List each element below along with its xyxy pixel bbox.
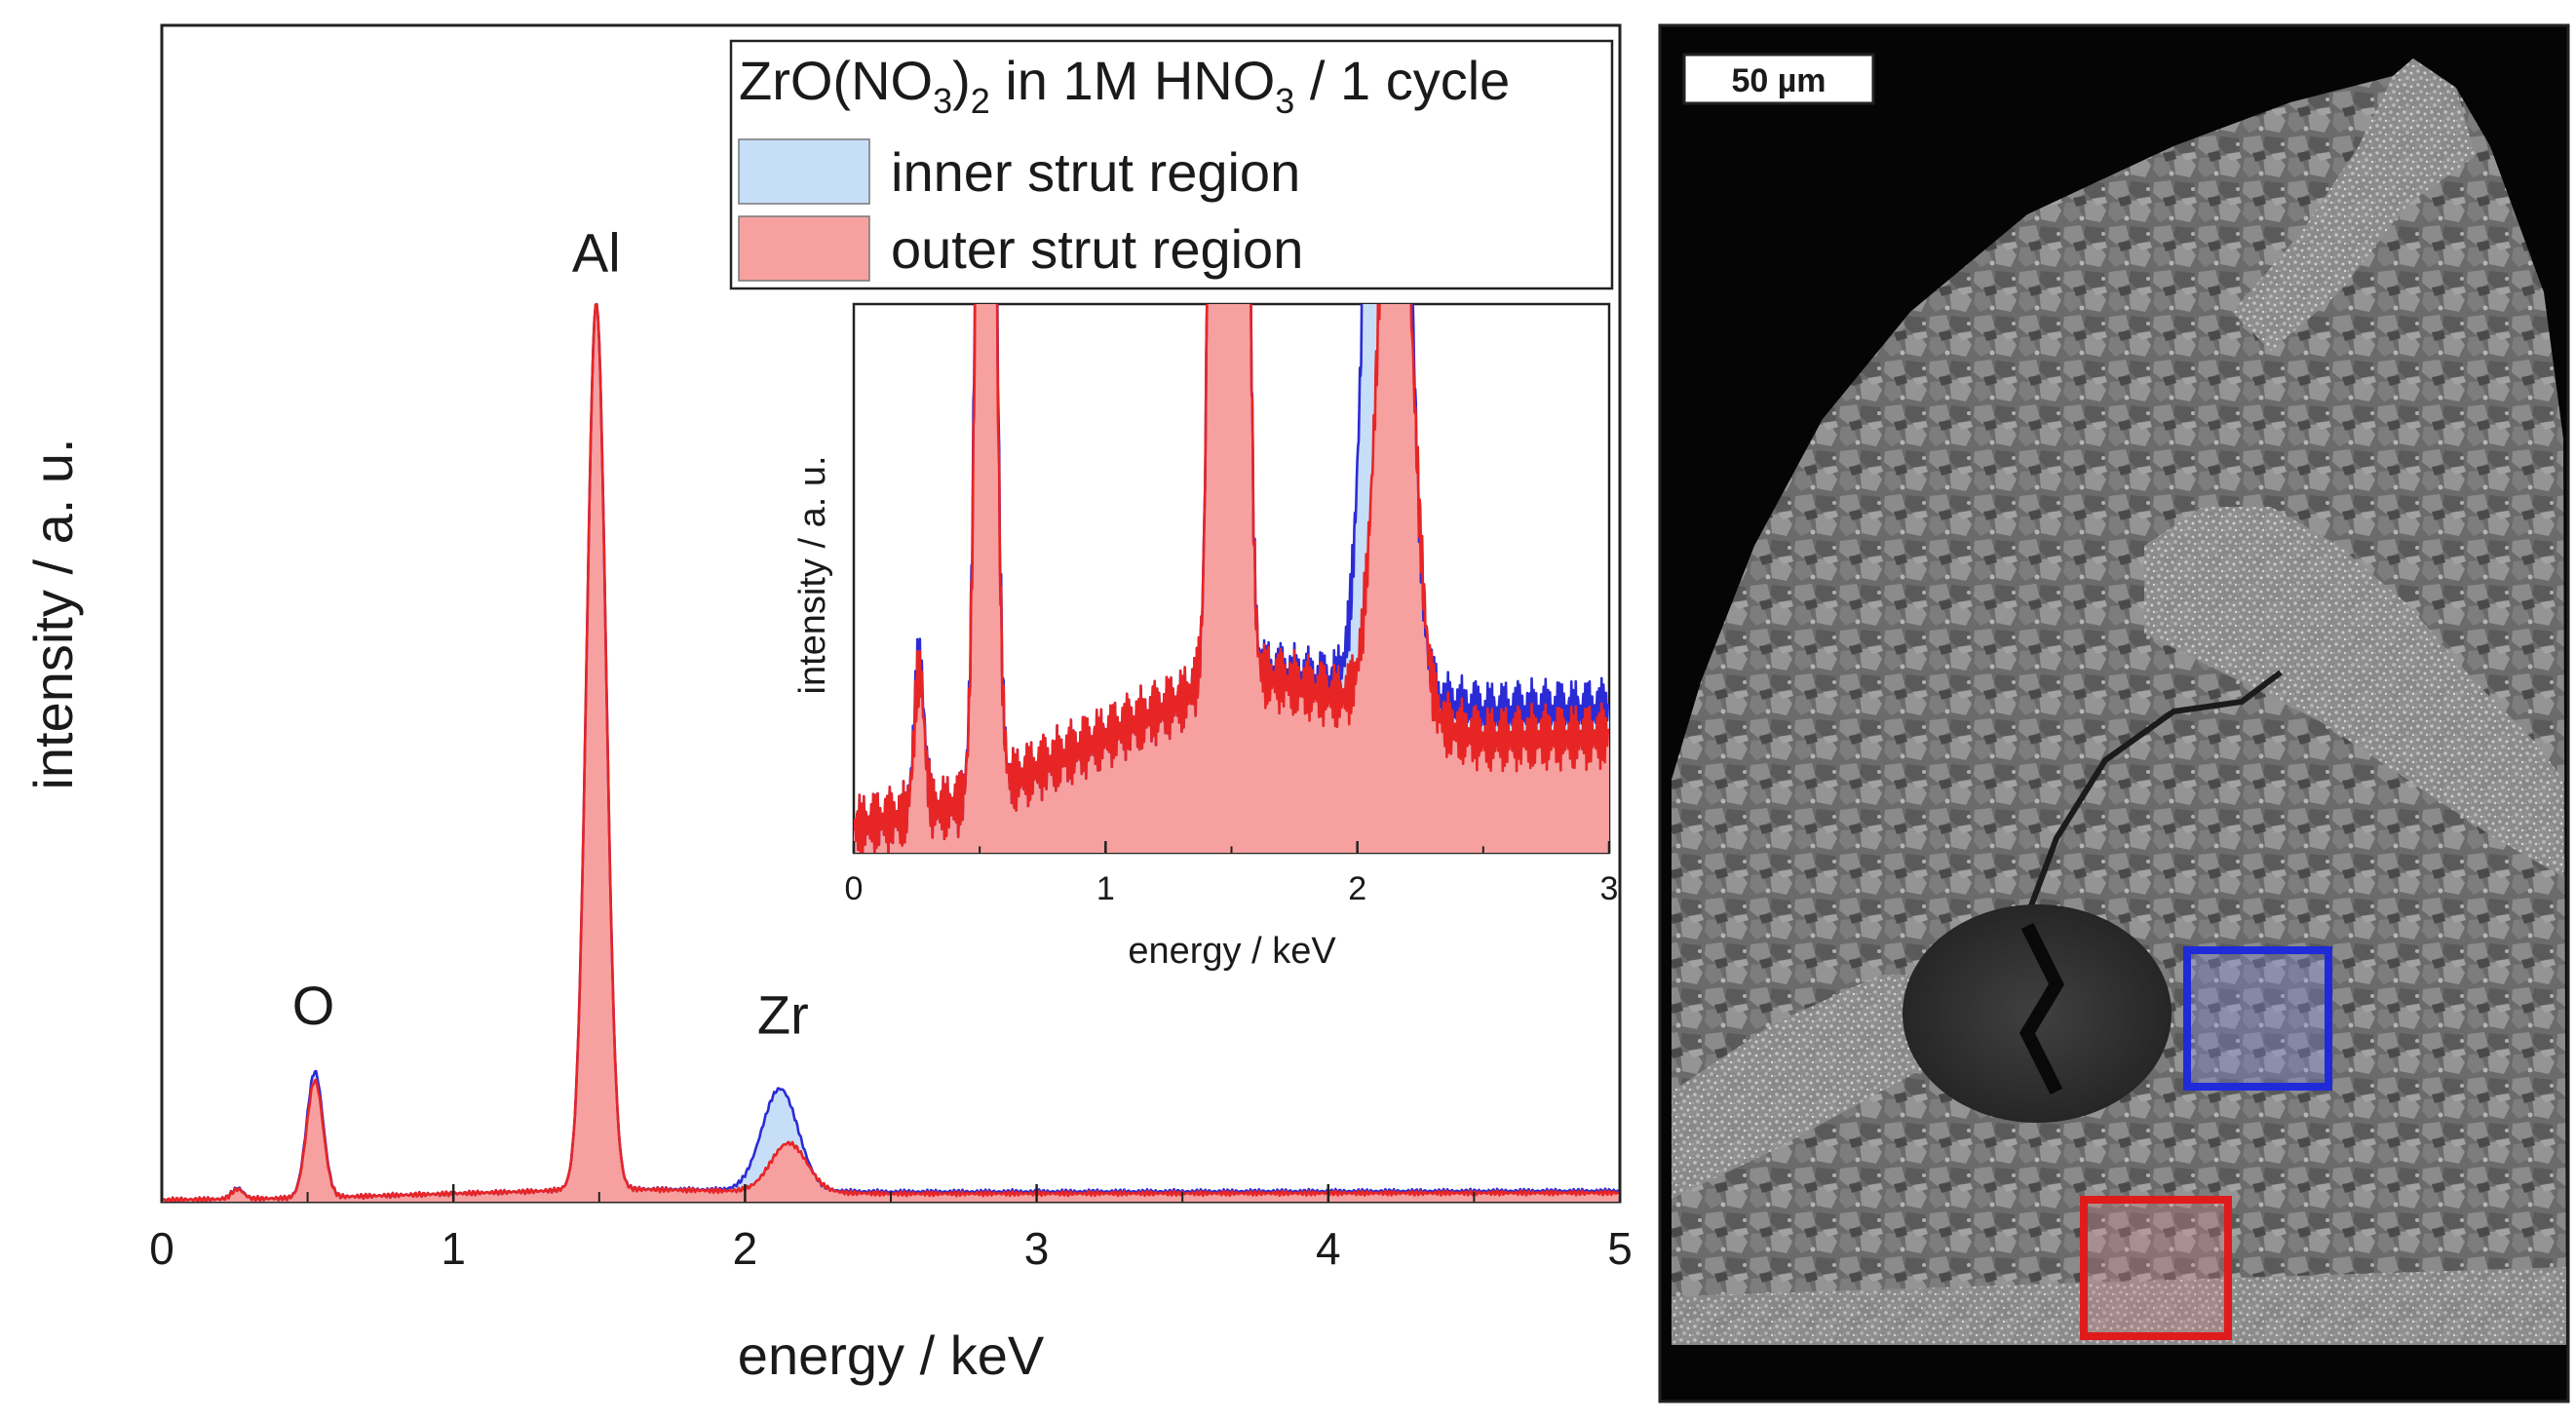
inset-x-tick-label: 1 bbox=[1096, 870, 1115, 907]
legend-title-part-1: ZrO(NO bbox=[739, 50, 933, 111]
inner-region-box bbox=[2183, 946, 2332, 1091]
legend-title-part-3: in 1M HNO bbox=[990, 50, 1276, 111]
inset-outer-line bbox=[854, 304, 1609, 853]
legend-title-part-4: / 1 cycle bbox=[1294, 50, 1510, 111]
legend-swatch-outer bbox=[738, 215, 870, 282]
main-peak-labels: O Al Zr bbox=[292, 221, 809, 1045]
inset-x-tick-label: 2 bbox=[1348, 870, 1366, 907]
main-peak-label-zr: Zr bbox=[757, 983, 809, 1045]
legend: ZrO(NO3)2 in 1M HNO3 / 1 cycle inner str… bbox=[729, 39, 1614, 290]
legend-title-sub-1: 3 bbox=[933, 81, 952, 121]
main-x-ticks: 0 1 2 3 4 5 bbox=[149, 1184, 1633, 1274]
main-x-axis-title: energy / keV bbox=[738, 1324, 1045, 1386]
inset-x-ticks: 0 1 2 3 bbox=[845, 841, 1619, 907]
scale-bar: 50 µm bbox=[1682, 53, 1875, 105]
legend-title: ZrO(NO3)2 in 1M HNO3 / 1 cycle bbox=[739, 50, 1510, 121]
inset-x-axis-title: energy / keV bbox=[1128, 931, 1336, 972]
main-peak-label-o: O bbox=[292, 975, 335, 1036]
inset-x-tick-label: 0 bbox=[845, 870, 864, 907]
legend-title-part-2: ) bbox=[952, 50, 971, 111]
main-x-tick-label: 0 bbox=[149, 1223, 174, 1274]
inset-outer-area bbox=[854, 304, 1609, 853]
sem-micrograph: 50 µm bbox=[1658, 23, 2570, 1403]
inset-inner-line bbox=[854, 304, 1609, 853]
legend-title-sub-2: 2 bbox=[971, 81, 990, 121]
main-x-tick-label: 3 bbox=[1024, 1223, 1050, 1274]
fine-grain-bottom-edge bbox=[1672, 1267, 2566, 1345]
legend-label-inner: inner strut region bbox=[891, 141, 1300, 203]
main-y-axis-title: intensity / a. u. bbox=[22, 438, 84, 789]
legend-title-sub-3: 3 bbox=[1275, 81, 1294, 121]
scale-bar-label: 50 µm bbox=[1731, 62, 1826, 99]
scale-bar-box bbox=[1682, 53, 1875, 105]
pore-crack bbox=[2019, 922, 2064, 1095]
legend-frame bbox=[729, 39, 1614, 290]
inset-y-axis-title: intensity / a. u. bbox=[792, 455, 833, 694]
inset-x-tick-label: 3 bbox=[1600, 870, 1619, 907]
main-x-tick-label: 5 bbox=[1607, 1223, 1633, 1274]
main-x-tick-label: 4 bbox=[1316, 1223, 1341, 1274]
outer-region-box bbox=[2080, 1196, 2232, 1340]
main-peak-label-al: Al bbox=[572, 221, 621, 283]
fine-grain-band-upper bbox=[2232, 58, 2476, 351]
legend-swatch-inner bbox=[738, 138, 870, 205]
fine-grain-band-middle bbox=[2144, 507, 2563, 877]
main-x-tick-label: 1 bbox=[441, 1223, 466, 1274]
legend-label-outer: outer strut region bbox=[891, 218, 1303, 280]
micrograph-frame bbox=[1658, 23, 2570, 1403]
main-x-tick-label: 2 bbox=[733, 1223, 758, 1274]
